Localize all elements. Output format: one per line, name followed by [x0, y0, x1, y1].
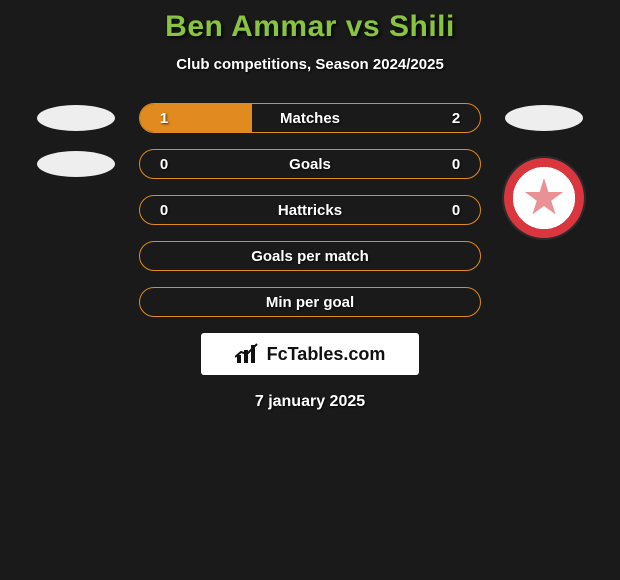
stat-right-value: 0: [432, 202, 480, 219]
stat-label: Matches: [188, 110, 432, 127]
stat-bar-hattricks: 0Hattricks0: [139, 195, 481, 225]
left-badge-slot: [31, 105, 121, 131]
stat-bar-text: Goals per match: [140, 242, 480, 270]
footer-brand-text: FcTables.com: [267, 344, 386, 365]
stat-left-value: 0: [140, 156, 188, 173]
stat-left-value: 1: [140, 110, 188, 127]
stat-bar-text: Min per goal: [140, 288, 480, 316]
stat-bar-goals: 0Goals0: [139, 149, 481, 179]
left-badge-slot: [31, 151, 121, 177]
comparison-rows: 1Matches20Goals00Hattricks0Goals per mat…: [0, 103, 620, 317]
stat-row-matches: 1Matches2: [0, 103, 620, 133]
bar-chart-icon: [235, 343, 261, 365]
stat-label: Hattricks: [188, 202, 432, 219]
stat-bar-text: 0Hattricks0: [140, 196, 480, 224]
page-title: Ben Ammar vs Shili: [0, 10, 620, 44]
stat-right-value: 2: [432, 110, 480, 127]
stat-row-goals_per_match: Goals per match: [0, 241, 620, 271]
team-left-logo-placeholder: [37, 105, 115, 131]
stat-bar-text: 0Goals0: [140, 150, 480, 178]
update-date: 7 january 2025: [0, 393, 620, 411]
stat-bar-text: 1Matches2: [140, 104, 480, 132]
stat-row-min_per_goal: Min per goal: [0, 287, 620, 317]
stat-right-value: 0: [432, 156, 480, 173]
stat-bar-min_per_goal: Min per goal: [139, 287, 481, 317]
team-right-logo-placeholder: [505, 105, 583, 131]
stat-label: Goals per match: [188, 248, 432, 265]
stat-row-hattricks: 0Hattricks0: [0, 195, 620, 225]
team-left-logo-placeholder: [37, 151, 115, 177]
stat-label: Goals: [188, 156, 432, 173]
stat-label: Min per goal: [188, 294, 432, 311]
subtitle: Club competitions, Season 2024/2025: [0, 56, 620, 73]
stat-bar-matches: 1Matches2: [139, 103, 481, 133]
stat-left-value: 0: [140, 202, 188, 219]
footer-brand-logo[interactable]: FcTables.com: [201, 333, 419, 375]
right-badge-slot: [499, 182, 589, 238]
right-badge-slot: [499, 105, 589, 131]
team-right-club-crest: [504, 158, 584, 238]
stat-bar-goals_per_match: Goals per match: [139, 241, 481, 271]
